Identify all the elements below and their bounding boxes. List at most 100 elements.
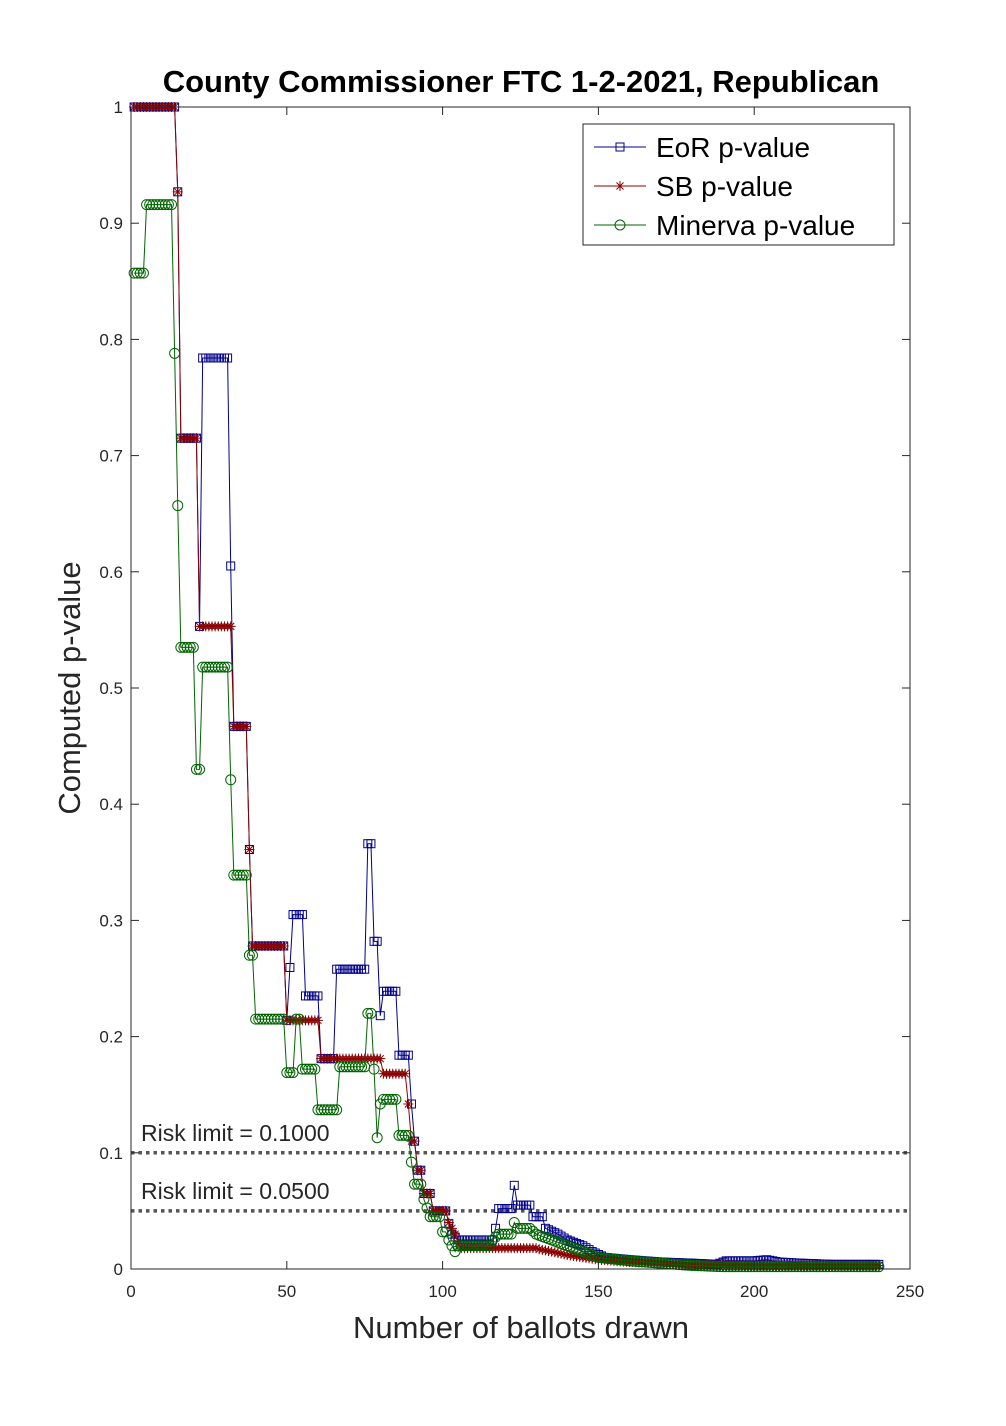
data-point <box>402 1129 414 1141</box>
data-point <box>499 1228 511 1240</box>
data-point <box>375 1053 386 1064</box>
data-point <box>642 1256 654 1268</box>
data-point <box>537 1244 548 1255</box>
data-point <box>559 1249 570 1260</box>
data-point <box>437 1226 449 1238</box>
data-point <box>515 1222 526 1234</box>
data-point <box>708 1260 720 1272</box>
data-point <box>226 561 236 571</box>
data-point <box>717 1261 729 1273</box>
data-point <box>521 1222 533 1234</box>
data-point <box>758 1261 770 1273</box>
data-point <box>873 1260 884 1271</box>
data-point <box>452 1240 464 1252</box>
data-point <box>486 1234 498 1246</box>
data-point <box>400 1068 411 1079</box>
data-point <box>137 267 149 279</box>
data-point <box>798 1261 810 1273</box>
data-point <box>786 1261 798 1273</box>
data-point <box>377 1093 389 1105</box>
data-point <box>645 1256 657 1268</box>
data-point <box>761 1261 773 1273</box>
data-point <box>493 1228 505 1240</box>
data-point <box>169 347 181 359</box>
data-point <box>424 1211 436 1223</box>
data-point <box>605 1253 617 1265</box>
data-point <box>720 1261 732 1273</box>
data-point <box>714 1261 726 1273</box>
data-point <box>187 641 199 653</box>
data-point <box>736 1261 748 1273</box>
data-point <box>281 1067 293 1079</box>
data-point <box>525 1200 535 1210</box>
data-point <box>328 1104 340 1116</box>
data-point <box>863 1261 875 1273</box>
x-tick-label: 250 <box>896 1282 924 1301</box>
data-point <box>387 1093 399 1105</box>
data-point <box>695 1260 707 1272</box>
data-point <box>773 1261 785 1273</box>
data-point <box>692 1260 704 1272</box>
data-point <box>340 1061 352 1073</box>
data-point <box>471 1240 483 1252</box>
data-point <box>241 721 252 732</box>
y-tick-label: 0.3 <box>99 911 123 930</box>
data-point <box>739 1261 751 1273</box>
data-point <box>614 1254 626 1266</box>
data-point <box>854 1261 866 1273</box>
data-point <box>372 936 382 946</box>
data-point <box>652 1257 664 1269</box>
data-point <box>506 1204 516 1214</box>
data-point <box>278 940 289 951</box>
data-point <box>250 1013 262 1025</box>
data-point <box>147 199 159 211</box>
data-point <box>285 962 295 972</box>
data-point <box>399 1129 411 1141</box>
data-point <box>366 839 376 849</box>
data-point <box>848 1261 860 1273</box>
data-point <box>711 1260 723 1272</box>
data-point <box>284 1067 296 1079</box>
data-point <box>191 433 202 444</box>
reference-lines: Risk limit = 0.1000 Risk limit = 0.0500 <box>131 1120 910 1213</box>
data-point <box>153 199 165 211</box>
data-point <box>223 353 233 363</box>
data-point <box>178 641 190 653</box>
data-point <box>396 1129 408 1141</box>
data-point <box>352 1061 364 1073</box>
data-point <box>511 1222 523 1234</box>
data-point <box>705 1260 717 1272</box>
y-tick-label: 0.5 <box>99 679 123 698</box>
risk-limit-label: Risk limit = 0.0500 <box>141 1178 330 1204</box>
data-point <box>243 949 255 961</box>
data-point <box>615 181 625 191</box>
data-point <box>360 964 370 974</box>
data-point <box>658 1257 670 1269</box>
data-point <box>465 1240 477 1252</box>
data-point <box>128 267 140 279</box>
data-point <box>144 199 156 211</box>
data-point <box>265 1013 277 1025</box>
data-point <box>723 1261 735 1273</box>
data-point <box>203 661 215 673</box>
x-tick-label: 0 <box>126 1282 135 1301</box>
data-point <box>200 661 212 673</box>
plot-area <box>131 107 910 1269</box>
data-point <box>534 1244 545 1255</box>
data-point <box>184 641 196 653</box>
data-point <box>779 1261 791 1273</box>
data-point <box>231 869 243 881</box>
data-point <box>639 1256 651 1268</box>
data-point <box>851 1261 863 1273</box>
data-point <box>455 1240 467 1252</box>
data-point <box>190 763 202 775</box>
data-point <box>384 1093 396 1105</box>
data-point <box>156 199 168 211</box>
data-point <box>425 1188 436 1199</box>
data-point <box>427 1211 439 1223</box>
data-point <box>337 1061 349 1073</box>
y-tick-label: 0.1 <box>99 1144 123 1163</box>
data-point <box>159 199 171 211</box>
data-point <box>293 1013 305 1025</box>
series-minerva-p-value <box>128 199 885 1273</box>
